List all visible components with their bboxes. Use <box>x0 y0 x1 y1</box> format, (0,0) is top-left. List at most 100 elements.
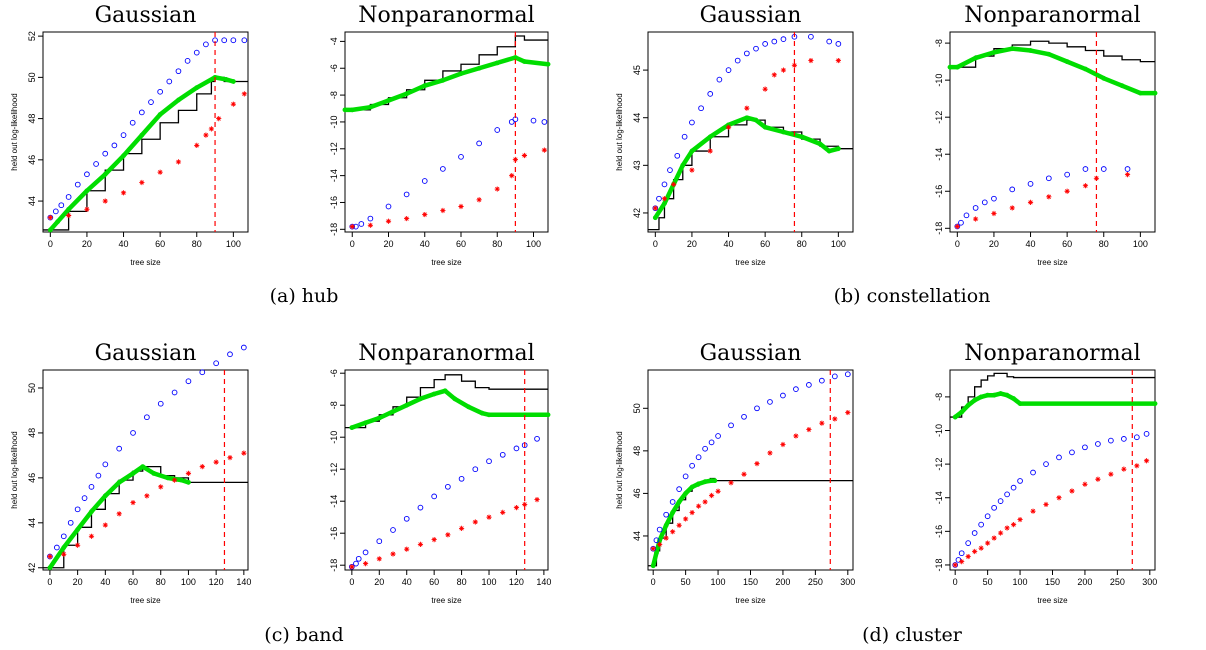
data-point-green <box>390 409 396 414</box>
x-tick-label: 40 <box>1026 239 1036 249</box>
x-tick-label: 50 <box>681 577 691 587</box>
y-tick-label: 46 <box>27 155 37 165</box>
data-point-green <box>835 146 841 152</box>
y-tick-label: -10 <box>329 431 339 444</box>
data-point-blue <box>819 377 825 384</box>
x-tick-label: 20 <box>73 577 83 587</box>
data-point-blue <box>157 88 163 95</box>
panel-title: Nonparanormal <box>964 341 1140 366</box>
data-point-blue <box>1045 175 1052 182</box>
data-point-red <box>689 509 695 516</box>
y-tick-label: -16 <box>329 196 339 209</box>
x-tick-label: 140 <box>536 577 551 587</box>
data-point-red <box>973 216 979 222</box>
data-point-red <box>689 167 695 173</box>
data-point-blue <box>120 132 127 138</box>
data-point-red <box>1027 199 1034 205</box>
data-point-red <box>708 492 715 499</box>
caption-a: (a) hub <box>270 285 339 307</box>
data-point-green <box>1152 401 1158 407</box>
data-point-red <box>707 148 713 154</box>
x-tick-label: 60 <box>128 577 138 587</box>
data-point-green <box>670 510 676 515</box>
x-tick-label: 50 <box>983 577 993 587</box>
y-tick-label: -8 <box>934 39 944 47</box>
chart-4: Nonparanormal 0 20 40 60 80 100 -18 -16 -14 -12 -10… <box>934 3 1158 267</box>
data-point-red <box>367 222 373 228</box>
data-point-blue <box>1082 444 1088 451</box>
chart-5: Gaussian 0 20 40 60 80 100 120 140 42 44 46 48 50 tree… <box>10 341 251 605</box>
data-point-red <box>1108 471 1114 477</box>
data-point-red <box>1009 205 1015 211</box>
x-tick-label: 300 <box>840 577 855 587</box>
data-point-red <box>650 546 656 552</box>
data-point-green <box>140 464 146 470</box>
data-point-red <box>47 214 53 221</box>
data-point-blue <box>676 486 682 492</box>
x-tick-label: 0 <box>47 577 52 587</box>
data-point-green <box>102 171 108 177</box>
data-point-blue <box>965 540 972 546</box>
data-point-red <box>1004 525 1010 531</box>
chart-6: Nonparanormal 0 20 40 60 80 100 120 140 -18 -16 -14… <box>329 341 551 605</box>
chart-1: Gaussian 0 20 40 60 80 100 44 46 48 50 52 tree size h… <box>10 3 249 267</box>
data-point-blue <box>513 445 520 452</box>
data-point-red <box>440 207 446 214</box>
data-point-red <box>771 72 777 78</box>
data-point-red <box>728 480 734 486</box>
y-tick-label: -10 <box>934 74 944 87</box>
data-point-red <box>1134 463 1140 469</box>
data-point-blue <box>1124 166 1131 172</box>
data-point-blue <box>981 199 988 206</box>
x-tick-label: 40 <box>119 239 129 249</box>
data-point-green <box>662 201 667 206</box>
y-tick-label: -18 <box>329 223 339 236</box>
data-point-green <box>959 409 965 415</box>
data-point-green <box>47 227 53 233</box>
data-point-green <box>55 219 61 225</box>
data-point-blue <box>656 195 662 202</box>
data-point-green <box>654 550 659 556</box>
data-point-red <box>472 519 478 525</box>
plot-frame <box>647 31 854 233</box>
x-tick-label: 150 <box>1045 577 1060 587</box>
y-tick-label: 44 <box>632 531 642 541</box>
data-point-green <box>696 481 702 487</box>
data-point-blue <box>93 161 99 167</box>
y-tick-label: -18 <box>329 559 339 572</box>
data-point-red <box>832 416 838 422</box>
data-point-blue <box>1056 454 1062 461</box>
data-point-blue <box>984 513 991 520</box>
y-tick-label: -12 <box>329 142 339 155</box>
x-tick-label: 40 <box>100 577 110 587</box>
data-point-green <box>89 509 94 514</box>
x-tick-label: 100 <box>181 577 196 587</box>
data-point-blue <box>1082 166 1089 172</box>
data-point-green <box>466 404 471 410</box>
data-point-green <box>781 129 786 135</box>
x-tick-label: 200 <box>1077 577 1092 587</box>
y-tick-label: -8 <box>934 393 944 401</box>
panel-title: Nonparanormal <box>358 3 534 28</box>
data-point-blue <box>1009 186 1016 193</box>
data-point-red <box>139 179 145 186</box>
data-point-blue <box>445 483 451 490</box>
data-point-red <box>390 551 396 557</box>
data-point-green <box>1083 66 1088 72</box>
data-point-green <box>418 396 423 402</box>
panel-title: Nonparanormal <box>964 3 1140 28</box>
x-tick-label: 20 <box>687 239 697 249</box>
data-point-red <box>972 548 978 555</box>
y-tick-label: -16 <box>934 185 944 198</box>
data-point-blue <box>499 451 506 458</box>
panel-title: Gaussian <box>700 341 802 366</box>
data-point-blue <box>185 378 192 385</box>
data-point-green <box>479 410 485 416</box>
data-point-green <box>1119 83 1125 89</box>
data-point-red <box>500 509 506 515</box>
data-point-blue <box>1100 166 1107 172</box>
x-tick-label: 100 <box>711 577 726 587</box>
x-tick-label: 0 <box>349 577 354 587</box>
data-point-red <box>75 542 81 548</box>
data-point-red <box>954 223 960 230</box>
